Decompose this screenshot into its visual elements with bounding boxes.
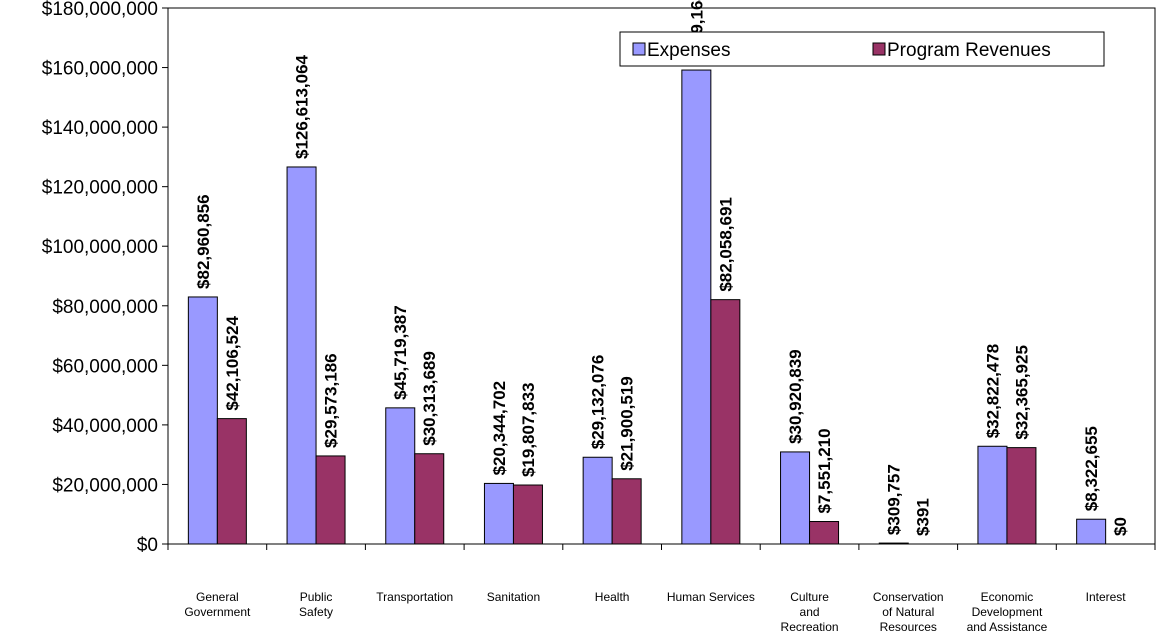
data-label: $82,058,691 xyxy=(716,197,735,292)
data-label: $8,322,655 xyxy=(1082,426,1101,511)
data-label: $21,900,519 xyxy=(618,376,637,471)
x-category-label: Resources xyxy=(880,620,937,634)
y-tick-label: $160,000,000 xyxy=(42,59,158,80)
bars xyxy=(187,69,1135,545)
data-label: $29,573,186 xyxy=(322,353,341,448)
x-category-label: Development xyxy=(972,605,1043,619)
data-label: $391 xyxy=(914,498,933,536)
data-label: $126,613,064 xyxy=(293,54,312,159)
legend-label-program-revenues: Program Revenues xyxy=(887,40,1051,61)
data-label: $19,807,833 xyxy=(519,382,538,477)
x-category-label: Recreation xyxy=(781,620,839,634)
x-category-label: General xyxy=(196,590,239,604)
data-label: $32,822,478 xyxy=(983,344,1002,439)
data-label: $29,132,076 xyxy=(589,355,608,450)
expenses-bar xyxy=(286,166,317,545)
expenses-bar xyxy=(582,456,613,545)
program-revenues-bar xyxy=(315,455,346,545)
legend-box xyxy=(619,31,1105,67)
y-tick-label: $60,000,000 xyxy=(52,356,158,377)
data-label: $82,960,856 xyxy=(194,194,213,289)
legend-label-expenses: Expenses xyxy=(647,40,730,61)
expenses-bar xyxy=(878,542,909,545)
data-label: $20,344,702 xyxy=(490,381,509,476)
program-revenues-bar xyxy=(809,521,840,545)
x-category-label: Public xyxy=(300,590,333,604)
expenses-bar xyxy=(187,296,218,545)
program-revenues-bar xyxy=(216,418,247,545)
x-category-label: and xyxy=(800,605,820,619)
legend: Expenses Program Revenues xyxy=(619,31,1105,67)
expenses-bar xyxy=(1076,518,1107,545)
program-revenues-bar xyxy=(710,299,741,545)
x-category-label: Culture xyxy=(790,590,829,604)
data-label: $0 xyxy=(1111,517,1130,536)
x-category-label: Government xyxy=(184,605,251,619)
expenses-bar xyxy=(977,445,1008,545)
program-revenues-bar xyxy=(512,484,543,545)
data-label: $7,551,210 xyxy=(815,428,834,513)
data-label: $309,757 xyxy=(885,464,904,535)
y-tick-label: $100,000,000 xyxy=(42,237,158,258)
x-category-label: Interest xyxy=(1086,590,1127,604)
legend-swatch-program-revenues xyxy=(872,42,886,56)
y-tick-label: $80,000,000 xyxy=(52,297,158,318)
x-category-label: Human Services xyxy=(667,590,755,604)
expenses-bar xyxy=(681,69,712,545)
x-category-label: and Assistance xyxy=(967,620,1048,634)
y-tick-label: $120,000,000 xyxy=(42,178,158,199)
y-tick-label: $180,000,000 xyxy=(42,0,158,20)
expenses-bar xyxy=(483,482,514,545)
x-category-label: Sanitation xyxy=(487,590,540,604)
expenses-bar xyxy=(780,451,811,545)
x-category-label: of Natural xyxy=(882,605,934,619)
x-category-label: Health xyxy=(595,590,630,604)
data-label: $30,313,689 xyxy=(420,351,439,446)
data-label: $45,719,387 xyxy=(391,305,410,400)
x-category-label: Safety xyxy=(299,605,333,619)
expenses-bar xyxy=(385,407,416,545)
y-tick-label: $0 xyxy=(137,535,158,556)
program-revenues-bar xyxy=(1006,447,1037,545)
program-revenues-bar xyxy=(611,478,642,545)
x-category-label: Transportation xyxy=(376,590,453,604)
program-revenues-bar xyxy=(414,453,445,545)
x-category-label: Economic xyxy=(981,590,1034,604)
y-tick-label: $20,000,000 xyxy=(52,475,158,496)
y-tick-label: $140,000,000 xyxy=(42,118,158,139)
data-label: $32,365,925 xyxy=(1012,345,1031,440)
legend-swatch-expenses xyxy=(632,42,646,56)
y-axis: $0 $20,000,000 $40,000,000 $60,000,000 $80,0… xyxy=(42,0,168,556)
data-label: $30,920,839 xyxy=(786,349,805,444)
data-label: $42,106,524 xyxy=(223,316,242,411)
x-category-label: Conservation xyxy=(873,590,944,604)
y-tick-label: $40,000,000 xyxy=(52,416,158,437)
data-labels: $82,960,856 $42,106,524 $126,613,064 $29,57… xyxy=(194,0,1130,536)
